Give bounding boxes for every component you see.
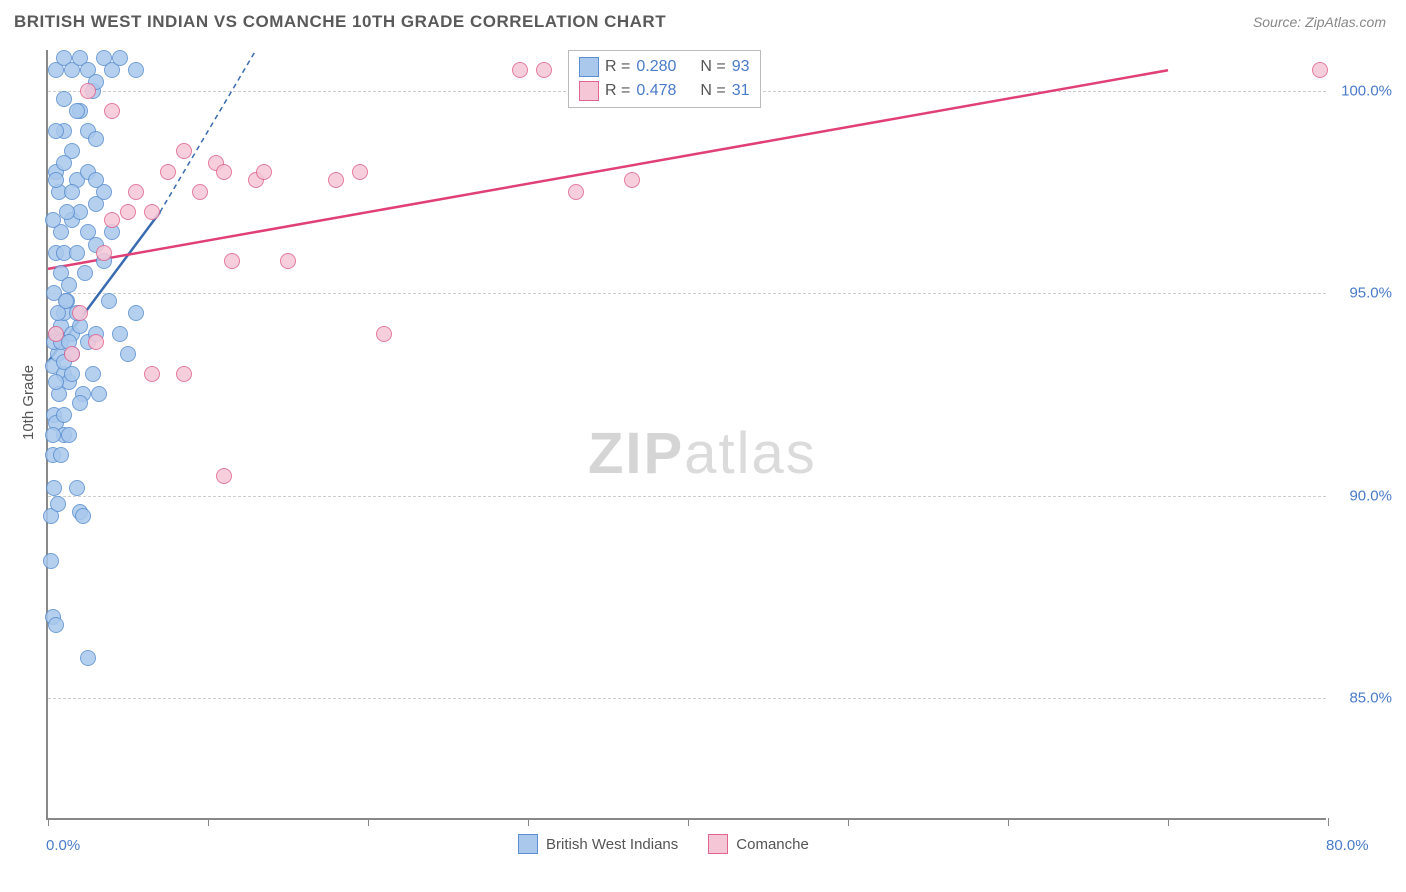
legend-swatch-comanche	[579, 81, 599, 101]
data-point	[352, 164, 368, 180]
data-point	[96, 245, 112, 261]
data-point	[112, 326, 128, 342]
data-point	[61, 427, 77, 443]
data-point	[56, 155, 72, 171]
data-point	[88, 172, 104, 188]
legend-swatch-bwi	[579, 57, 599, 77]
data-point	[101, 293, 117, 309]
y-axis-title: 10th Grade	[20, 365, 37, 440]
data-point	[160, 164, 176, 180]
data-point	[88, 131, 104, 147]
data-point	[176, 366, 192, 382]
data-point	[48, 326, 64, 342]
legend-label: British West Indians	[546, 836, 678, 853]
data-point	[48, 374, 64, 390]
data-point	[48, 617, 64, 633]
y-tick-label: 95.0%	[1349, 285, 1392, 302]
data-point	[192, 184, 208, 200]
legend-item-bwi: British West Indians	[518, 834, 678, 854]
data-point	[59, 204, 75, 220]
y-tick-label: 100.0%	[1341, 82, 1392, 99]
data-point	[75, 508, 91, 524]
chart-source: Source: ZipAtlas.com	[1253, 14, 1386, 30]
data-point	[80, 83, 96, 99]
data-point	[48, 123, 64, 139]
data-point	[376, 326, 392, 342]
stat-n-label: N =	[700, 82, 725, 100]
stat-n-value-comanche: 31	[732, 82, 750, 100]
legend-bottom: British West Indians Comanche	[518, 834, 809, 854]
x-tick-label: 0.0%	[46, 837, 80, 854]
stat-n-label: N =	[700, 58, 725, 76]
stat-n-value-bwi: 93	[732, 58, 750, 76]
data-point	[256, 164, 272, 180]
stat-r-label: R =	[605, 58, 630, 76]
data-point	[43, 553, 59, 569]
data-point	[512, 62, 528, 78]
data-point	[128, 62, 144, 78]
trend-overlay	[48, 50, 1328, 820]
data-point	[69, 480, 85, 496]
data-point	[85, 366, 101, 382]
data-point	[69, 245, 85, 261]
legend-stats-row: R = 0.280 N = 93	[579, 55, 750, 79]
data-point	[45, 427, 61, 443]
data-point	[64, 346, 80, 362]
data-point	[46, 480, 62, 496]
data-point	[280, 253, 296, 269]
stat-r-value-bwi: 0.280	[636, 58, 676, 76]
data-point	[536, 62, 552, 78]
data-point	[64, 184, 80, 200]
x-tick-label: 80.0%	[1326, 837, 1369, 854]
data-point	[1312, 62, 1328, 78]
data-point	[58, 293, 74, 309]
data-point	[72, 395, 88, 411]
data-point	[216, 164, 232, 180]
data-point	[128, 305, 144, 321]
data-point	[80, 650, 96, 666]
y-tick-label: 85.0%	[1349, 690, 1392, 707]
data-point	[112, 50, 128, 66]
data-point	[72, 305, 88, 321]
scatter-chart: R = 0.280 N = 93 R = 0.478 N = 31 ZIPatl…	[46, 50, 1326, 820]
data-point	[216, 468, 232, 484]
legend-item-comanche: Comanche	[708, 834, 809, 854]
data-point	[328, 172, 344, 188]
data-point	[128, 184, 144, 200]
data-point	[176, 143, 192, 159]
legend-label: Comanche	[736, 836, 809, 853]
data-point	[77, 265, 93, 281]
data-point	[104, 212, 120, 228]
data-point	[53, 447, 69, 463]
data-point	[568, 184, 584, 200]
data-point	[56, 407, 72, 423]
legend-swatch-comanche	[708, 834, 728, 854]
stat-r-value-comanche: 0.478	[636, 82, 676, 100]
trend-extension	[160, 50, 256, 212]
data-point	[144, 204, 160, 220]
data-point	[69, 103, 85, 119]
x-tick	[1328, 818, 1329, 826]
legend-stats-row: R = 0.478 N = 31	[579, 79, 750, 103]
data-point	[88, 334, 104, 350]
data-point	[50, 496, 66, 512]
data-point	[624, 172, 640, 188]
data-point	[64, 366, 80, 382]
data-point	[224, 253, 240, 269]
data-point	[104, 103, 120, 119]
chart-title: BRITISH WEST INDIAN VS COMANCHE 10TH GRA…	[14, 12, 666, 32]
y-tick-label: 90.0%	[1349, 487, 1392, 504]
data-point	[45, 212, 61, 228]
stat-r-label: R =	[605, 82, 630, 100]
legend-stats: R = 0.280 N = 93 R = 0.478 N = 31	[568, 50, 761, 108]
data-point	[120, 346, 136, 362]
data-point	[56, 91, 72, 107]
data-point	[48, 172, 64, 188]
data-point	[61, 277, 77, 293]
legend-swatch-bwi	[518, 834, 538, 854]
data-point	[144, 366, 160, 382]
data-point	[120, 204, 136, 220]
data-point	[91, 386, 107, 402]
